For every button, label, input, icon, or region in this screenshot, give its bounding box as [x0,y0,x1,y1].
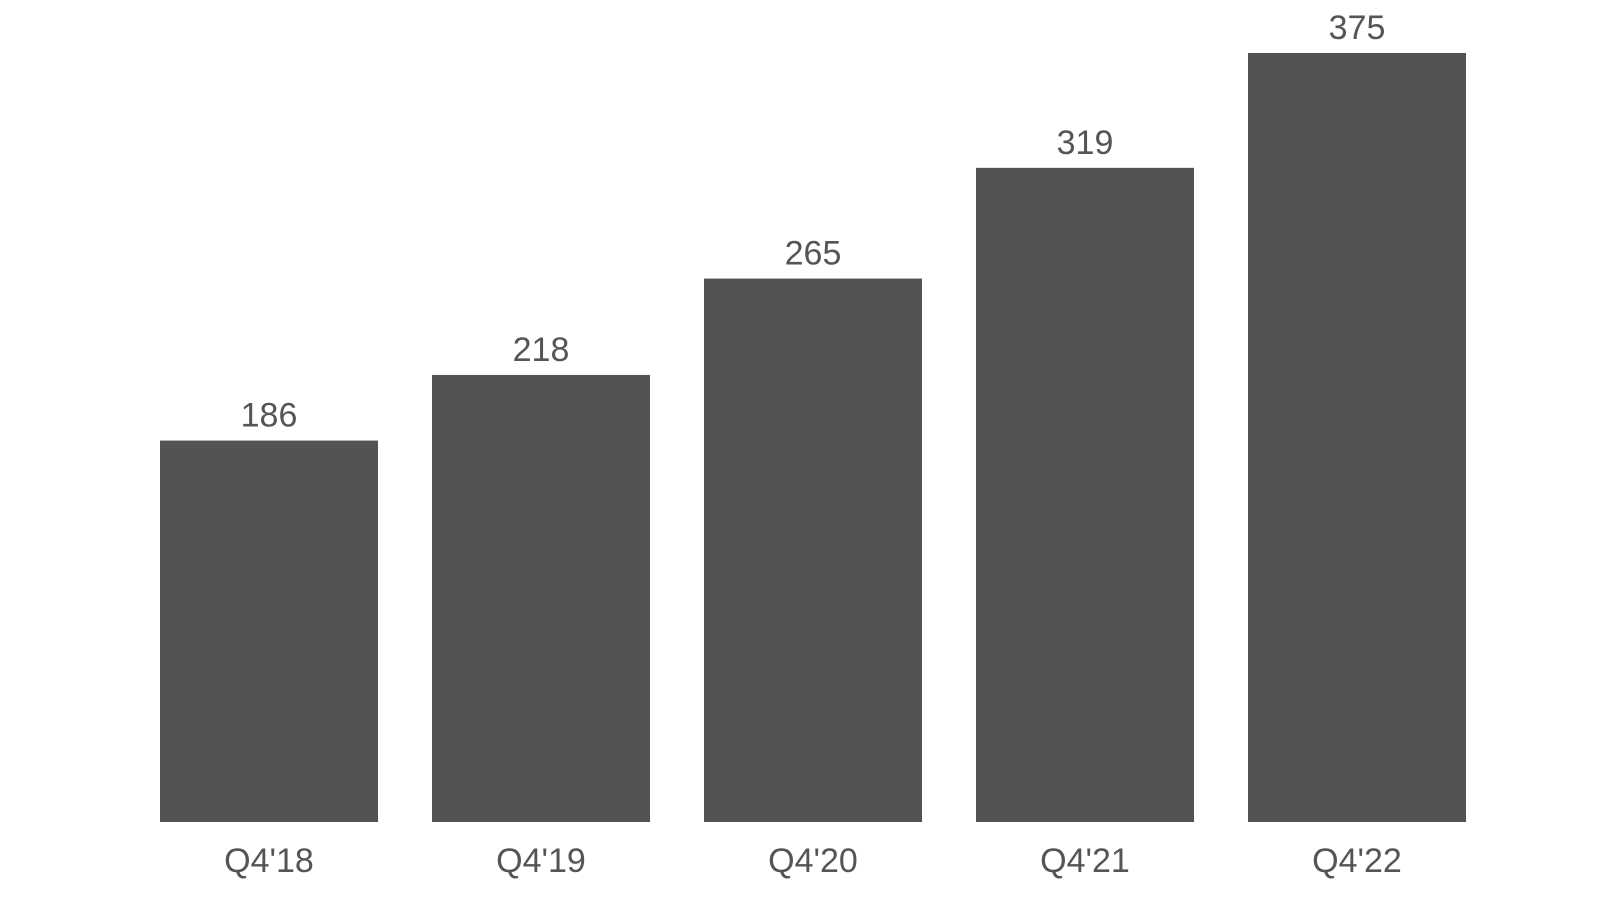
data-labels-group: 186 218 265 319 375 [241,9,1386,435]
data-label-4: 375 [1329,9,1386,47]
x-tick-label-0: Q4'18 [224,842,314,880]
x-axis-ticks: Q4'18 Q4'19 Q4'20 Q4'21 Q4'22 [224,842,1402,880]
data-label-1: 218 [513,331,570,369]
bar-2 [704,278,922,822]
data-label-3: 319 [1057,124,1114,162]
bar-0 [160,440,378,822]
x-tick-label-2: Q4'20 [768,842,858,880]
x-tick-label-1: Q4'19 [496,842,586,880]
x-tick-label-3: Q4'21 [1040,842,1130,880]
bar-1 [432,374,650,822]
data-label-2: 265 [785,235,842,273]
data-label-0: 186 [241,397,298,435]
bars-group [160,53,1466,822]
x-tick-label-4: Q4'22 [1312,842,1402,880]
bar-4 [1248,53,1466,822]
bar-3 [976,167,1194,822]
